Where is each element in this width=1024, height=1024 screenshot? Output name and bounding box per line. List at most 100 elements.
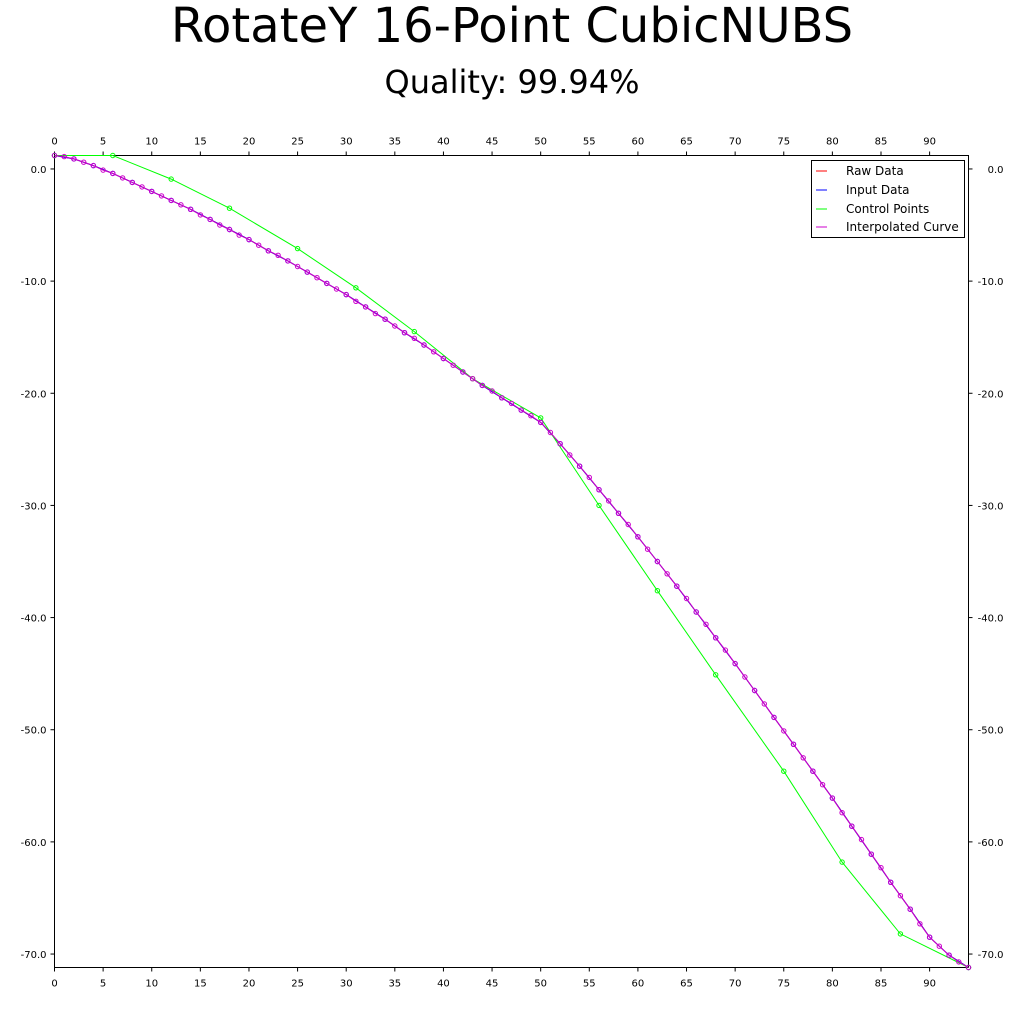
interpolated-curve-point [538, 419, 544, 426]
chart-subtitle: Quality: 99.94% [384, 63, 640, 101]
interpolated-curve-point [197, 212, 204, 218]
y-tick-label-right: 0.0 [988, 165, 1004, 176]
interpolated-curve-point [606, 498, 612, 504]
legend-box [811, 160, 965, 238]
interpolated-curve-point [71, 156, 77, 162]
interpolated-curve-point [178, 202, 184, 208]
interpolated-curve-point [168, 197, 174, 204]
interpolated-curve-point [81, 159, 87, 165]
interpolated-curve-point [275, 252, 281, 259]
interpolated-curve-point [888, 879, 894, 885]
interpolated-curve-point [246, 236, 252, 243]
y-tick-label-left: -60.0 [21, 838, 47, 849]
chart-title: RotateY 16-Point CubicNUBS [170, 0, 854, 54]
x-tick-label-top: 10 [145, 137, 158, 148]
x-tick-label-top: 45 [486, 137, 499, 148]
x-tick-label-top: 55 [583, 137, 596, 148]
interpolated-curve-point [800, 755, 806, 761]
x-tick-label-top: 20 [243, 137, 256, 148]
x-tick-label-bottom: 10 [145, 979, 158, 990]
interpolated-curve-point [829, 795, 836, 801]
interpolated-curve-point [722, 647, 729, 653]
x-tick-label-top: 25 [291, 137, 304, 148]
interpolated-curve-point [236, 232, 242, 238]
interpolated-curve-point [129, 179, 136, 186]
y-tick-label-right: -50.0 [978, 726, 1004, 737]
y-tick-label-right: -40.0 [978, 614, 1004, 625]
interpolated-curve-point [567, 452, 573, 458]
interpolated-curve-point [693, 609, 699, 615]
interpolated-curve-point [207, 216, 213, 223]
y-tick-label-right: -60.0 [978, 838, 1004, 849]
interpolated-curve-point [732, 660, 738, 667]
interpolated-curve-point [382, 316, 388, 322]
control-points-point [897, 931, 904, 937]
interpolated-curve-point [596, 487, 602, 493]
x-tick-label-bottom: 25 [291, 979, 304, 990]
interpolated-curve-point [576, 463, 583, 469]
y-tick-label-right: -30.0 [978, 501, 1004, 512]
x-tick-label-top: 85 [875, 137, 888, 148]
interpolated-curve-point [110, 170, 116, 177]
y-tick-label-left: -50.0 [21, 726, 47, 737]
x-tick-label-top: 70 [729, 137, 742, 148]
y-tick-label-right: -20.0 [978, 389, 1004, 400]
interpolated-curve-point [771, 714, 777, 721]
x-tick-label-bottom: 55 [583, 979, 596, 990]
x-tick-label-top: 15 [194, 137, 207, 148]
interpolated-curve-point [411, 335, 417, 341]
x-tick-label-top: 50 [534, 137, 547, 148]
x-tick-label-top: 30 [340, 137, 353, 148]
interpolated-curve-point [635, 534, 641, 540]
interpolated-curve-point [217, 222, 223, 228]
y-tick-label-left: -10.0 [21, 277, 47, 288]
interpolated-curve-point [810, 768, 816, 774]
interpolated-curve-point [674, 583, 680, 589]
interpolated-curve-point [761, 701, 767, 707]
x-tick-label-top: 35 [388, 137, 401, 148]
interpolated-curve-point [839, 810, 845, 816]
y-tick-label-right: -70.0 [978, 950, 1004, 961]
y-tick-label-left: -30.0 [21, 501, 47, 512]
interpolated-curve-point [479, 382, 485, 389]
control-points-point [226, 205, 233, 211]
interpolated-curve-point [897, 893, 904, 899]
x-tick-label-top: 65 [680, 137, 693, 148]
interpolated-curve-point [333, 286, 340, 292]
x-tick-label-bottom: 45 [486, 979, 499, 990]
interpolated-curve-point [858, 836, 865, 843]
control-points-point [411, 328, 417, 335]
interpolated-curve-point [256, 242, 262, 248]
interpolated-curve-point [917, 921, 923, 927]
x-tick-label-top: 60 [632, 137, 645, 148]
x-tick-label-bottom: 40 [437, 979, 450, 990]
interpolated-curve-line [54, 155, 969, 968]
control-points-point [781, 768, 787, 774]
interpolated-curve-point [518, 407, 524, 413]
interpolated-curve-point [557, 441, 563, 447]
legend-label-curve: Interpolated Curve [846, 220, 959, 234]
legend-label-control: Control Points [846, 202, 929, 216]
interpolated-curve-point [100, 167, 106, 173]
x-tick-label-bottom: 35 [388, 979, 401, 990]
interpolated-curve-point [314, 275, 320, 281]
x-tick-label-bottom: 70 [729, 979, 742, 990]
y-tick-label-left: 0.0 [31, 165, 47, 176]
interpolated-curve-point [401, 330, 408, 336]
interpolated-curve-point [489, 388, 495, 394]
x-tick-label-top: 5 [100, 137, 106, 148]
interpolated-curve-point [343, 291, 349, 298]
interpolated-curve-point [469, 376, 476, 382]
interpolated-curve-point [226, 226, 233, 233]
interpolated-curve-point [615, 510, 622, 516]
x-tick-label-bottom: 20 [243, 979, 256, 990]
interpolated-curve-point [353, 298, 359, 304]
interpolated-curve-point [61, 153, 67, 160]
y-tick-label-left: -70.0 [21, 950, 47, 961]
interpolated-curve-point [187, 206, 194, 213]
interpolated-curve-point [878, 865, 884, 871]
control-points-point [353, 285, 359, 291]
x-tick-label-bottom: 80 [826, 979, 839, 990]
interpolated-curve-point [868, 851, 874, 857]
x-tick-label-bottom: 5 [100, 979, 106, 990]
